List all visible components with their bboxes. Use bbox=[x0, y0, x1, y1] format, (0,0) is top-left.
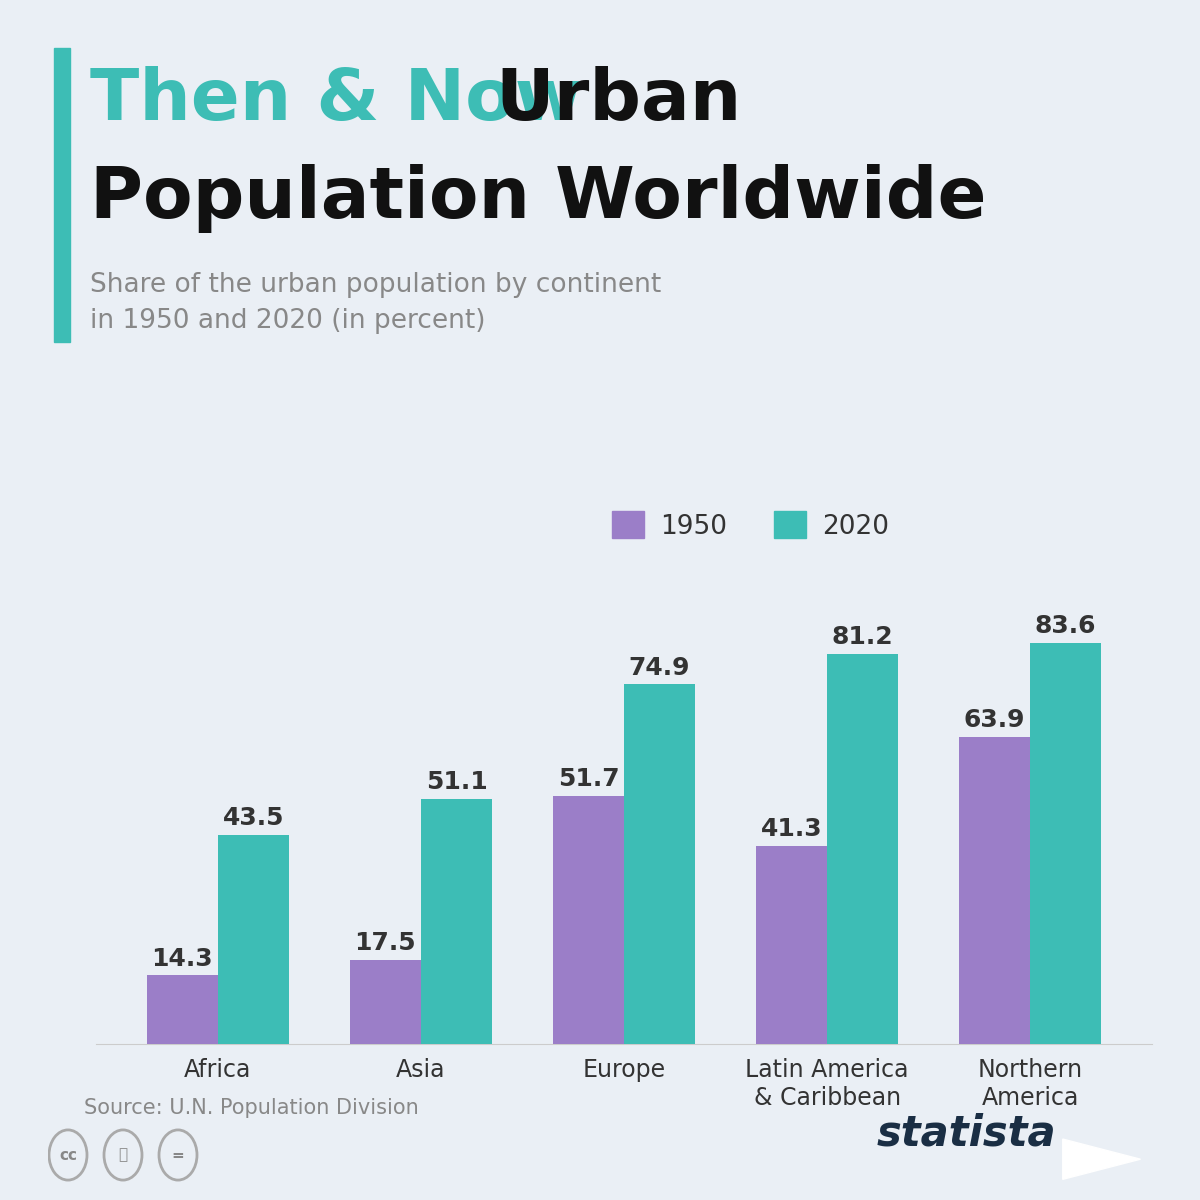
Text: Population Worldwide: Population Worldwide bbox=[90, 164, 986, 233]
Text: 74.9: 74.9 bbox=[629, 655, 690, 679]
Bar bbox=[827, 654, 898, 1044]
Bar bbox=[1030, 643, 1102, 1044]
Bar bbox=[624, 684, 695, 1044]
Bar bbox=[421, 799, 492, 1044]
Legend: 1950, 2020: 1950, 2020 bbox=[602, 500, 900, 551]
Text: 17.5: 17.5 bbox=[354, 931, 416, 955]
Text: 81.2: 81.2 bbox=[832, 625, 894, 649]
Text: 14.3: 14.3 bbox=[151, 947, 214, 971]
Text: statista: statista bbox=[876, 1112, 1056, 1154]
Text: 51.1: 51.1 bbox=[426, 770, 487, 794]
Text: ⓘ: ⓘ bbox=[119, 1147, 127, 1163]
Text: =: = bbox=[172, 1147, 185, 1163]
Text: Then & Now: Then & Now bbox=[90, 66, 607, 134]
Text: 63.9: 63.9 bbox=[964, 708, 1025, 732]
Bar bbox=[146, 976, 218, 1044]
Text: 41.3: 41.3 bbox=[761, 817, 822, 841]
Bar bbox=[553, 796, 624, 1044]
Bar bbox=[218, 835, 289, 1044]
Bar bbox=[959, 737, 1030, 1044]
Text: Share of the urban population by continent
in 1950 and 2020 (in percent): Share of the urban population by contine… bbox=[90, 272, 661, 335]
Polygon shape bbox=[1063, 1139, 1140, 1180]
Bar bbox=[350, 960, 421, 1044]
Text: cc: cc bbox=[59, 1147, 77, 1163]
Text: 51.7: 51.7 bbox=[558, 767, 619, 791]
Text: Urban: Urban bbox=[496, 66, 742, 134]
Bar bbox=[756, 846, 827, 1044]
Text: 43.5: 43.5 bbox=[223, 806, 284, 830]
Text: Source: U.N. Population Division: Source: U.N. Population Division bbox=[84, 1098, 419, 1118]
Text: 83.6: 83.6 bbox=[1034, 614, 1097, 638]
